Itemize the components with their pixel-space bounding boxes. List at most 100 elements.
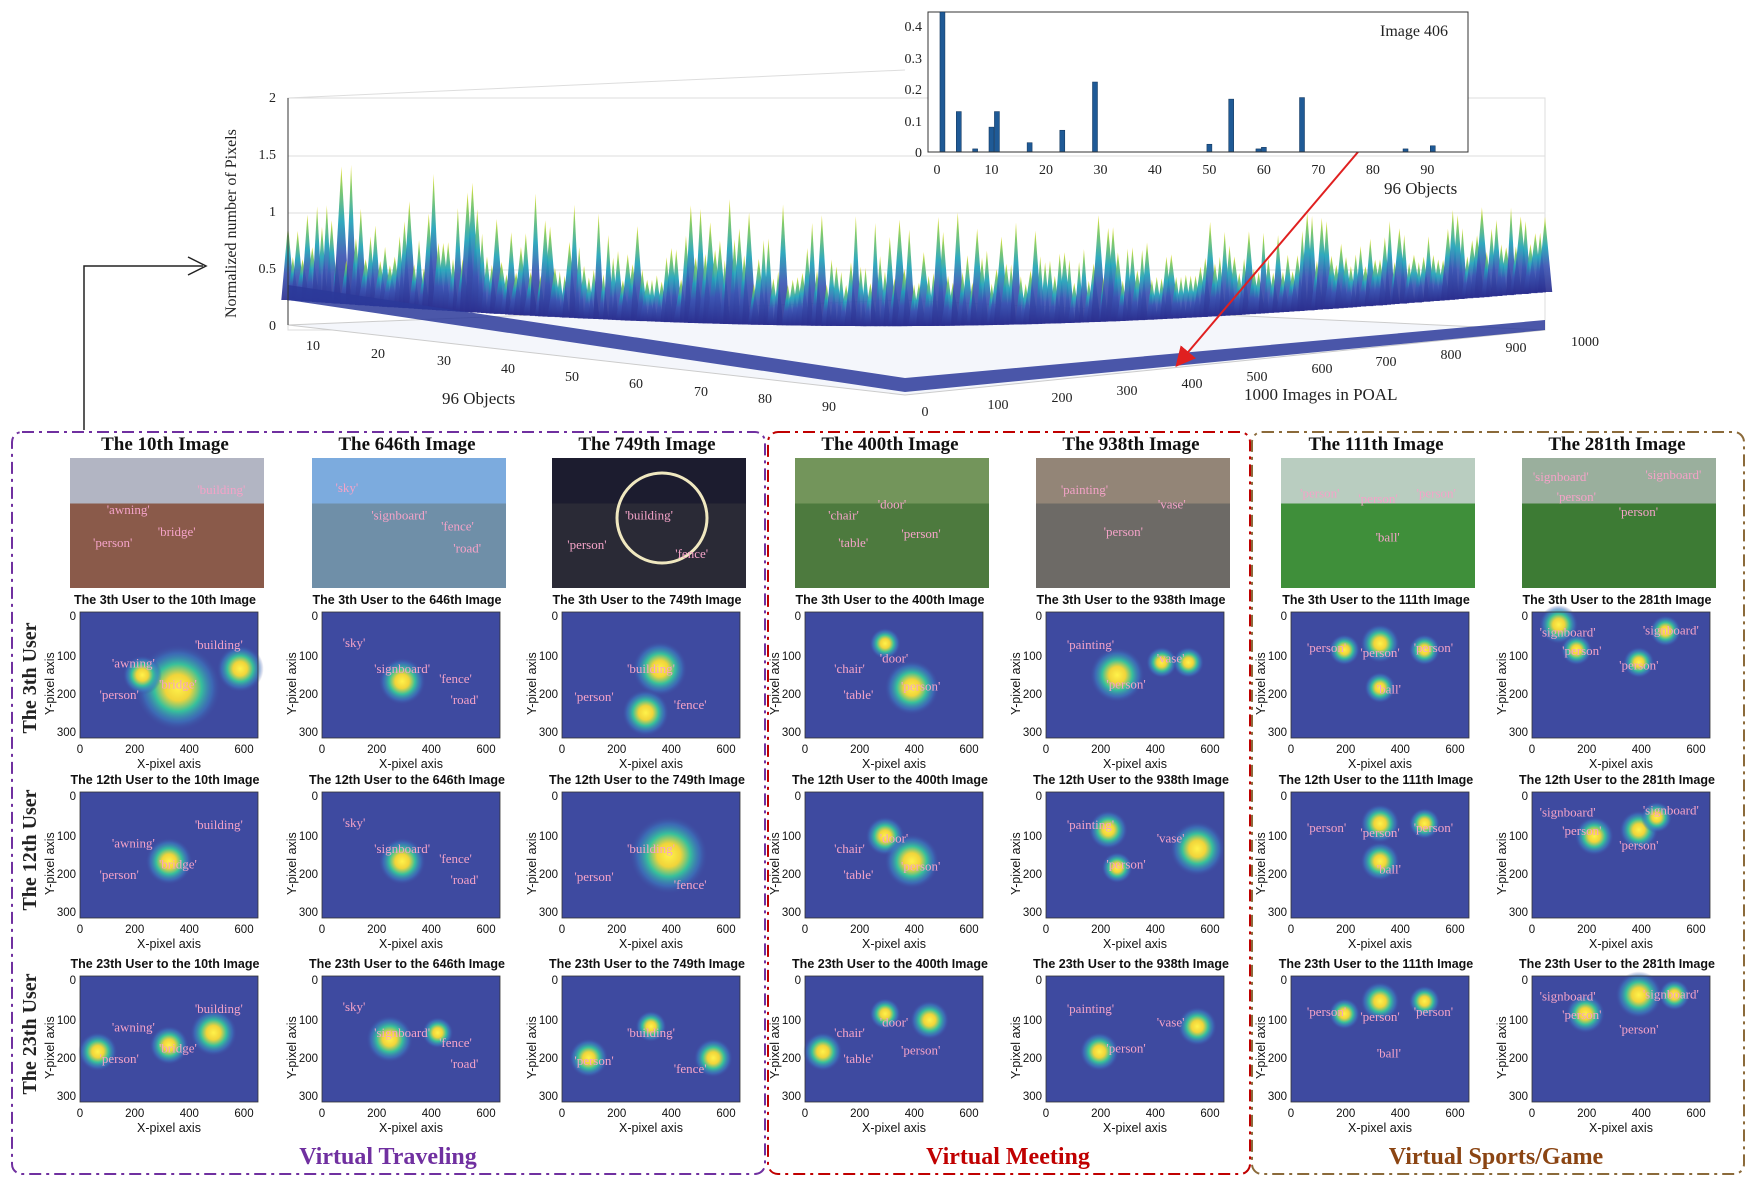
heatmap-object-label: 'person' [99,867,138,882]
heatmap-xlabel: X-pixel axis [619,757,683,771]
heatmap-ytick: 200 [57,1053,76,1065]
heatmap-xtick: 600 [1686,924,1705,936]
heatmap-grid: The 10th Image 'building' 'awning' 'bridge'… [43,434,1716,1135]
surface-plot: 0 0.5 1 1.5 2 Normalized number of Pixel… [223,69,1599,420]
heatmap-background [1532,792,1710,918]
heatmap-object-label: 'signboard' [1643,622,1699,637]
photo-object-label: 'door' [878,497,907,512]
heatmap-xlabel: X-pixel axis [1589,757,1653,771]
heatmap-ytick: 200 [1268,1053,1287,1065]
heatmap-xtick: 0 [1529,744,1535,756]
heatmap-object-label: 'vase' [1157,830,1185,845]
heatmap-object-label: 'table' [843,867,873,882]
heatmap-xlabel: X-pixel axis [1103,937,1167,951]
heatmap-ytick: 300 [299,727,318,739]
inset-x-ticks: 0 10 20 30 40 50 60 70 80 90 [934,163,1435,178]
heatmap-object-label: 'fence' [439,671,472,686]
heatmap-xtick: 600 [1445,744,1464,756]
surface-obj-ticks: 10 20 30 40 50 60 70 80 90 [306,339,836,415]
heatmap-object-label: 'fence' [439,1035,472,1050]
heatmap-ytick: 100 [539,651,558,663]
heatmap: The 3th User to the 400th Image 'chair' 'd… [768,593,985,771]
heatmap: The 12th User to the 938th Image 'paintin… [1009,773,1229,951]
heatmap-xtick: 400 [1632,1108,1651,1120]
column-title: The 111th Image [1308,434,1443,455]
heatmap-xtick: 600 [1686,1108,1705,1120]
heatmap-ytick: 0 [1036,791,1042,803]
attention-hotspot [122,655,162,695]
column-title: The 281th Image [1548,434,1685,455]
heatmap-ytick: 100 [1023,651,1042,663]
heatmap-ylabel: Y-pixel axis [43,652,57,715]
inset-xtick: 90 [1420,163,1434,178]
attention-hotspot [78,1032,118,1072]
heatmap-xtick: 600 [234,1108,253,1120]
heatmap-xtick: 400 [180,744,199,756]
heatmap-xlabel: X-pixel axis [137,937,201,951]
heatmap-ylabel: Y-pixel axis [285,652,299,715]
photo-object-label: 'person' [1619,504,1658,519]
heatmap-xtick: 0 [802,924,808,936]
heatmap: The 12th User to the 749th Image 'buildin… [525,773,745,951]
heatmap-ytick: 100 [782,1015,801,1027]
attention-hotspot [869,627,901,660]
inset-bar [1261,147,1267,153]
heatmap-ytick: 0 [552,611,558,623]
column-title: The 938th Image [1062,434,1199,455]
group-frame-traveling [11,431,766,1175]
heatmap-ytick: 300 [1268,1091,1287,1103]
photo-object-label: 'building' [197,482,245,497]
heatmap-xtick: 400 [905,1108,924,1120]
heatmap-ytick: 300 [299,1091,318,1103]
heatmap-ylabel: Y-pixel axis [1495,832,1509,895]
heatmap-xtick: 200 [125,924,144,936]
inset-bar [1430,145,1436,153]
column-title: The 646th Image [338,434,475,455]
heatmap-xtick: 400 [422,924,441,936]
attention-hotspot [910,1000,950,1040]
heatmap-ytick: 200 [539,689,558,701]
attention-hotspot [632,641,688,697]
inset-bar-chart: 0 0.1 0.2 0.3 0.4 0 10 20 30 40 50 60 70 80 90 Im… [905,11,1469,198]
heatmap-xtick: 200 [850,924,869,936]
photo-object-label: 'signboard' [1645,467,1701,482]
group-label-meeting: Virtual Meeting [926,1144,1090,1170]
heatmap-ylabel: Y-pixel axis [768,652,782,715]
heatmap-ytick: 0 [1522,975,1528,987]
heatmap-object-label: 'chair' [834,1025,865,1040]
surface-obj-tick: 10 [306,339,320,354]
heatmap-xlabel: X-pixel axis [619,1121,683,1135]
heatmap-title: The 23th User to the 400th Image [792,957,988,971]
inset-xtick: 20 [1039,163,1053,178]
heatmap-xlabel: X-pixel axis [1348,937,1412,951]
heatmap-ytick: 200 [1509,869,1528,881]
heatmap-ytick: 0 [1281,791,1287,803]
inset-ytick: 0 [915,146,922,161]
heatmap-ytick: 200 [299,689,318,701]
group-frames [11,431,1745,1175]
heatmap-xtick: 400 [1146,744,1165,756]
heatmap-ytick: 0 [795,791,801,803]
heatmap-ytick: 200 [1023,1053,1042,1065]
heatmap-xtick: 600 [476,744,495,756]
attention-hotspot [1640,801,1673,833]
surface-img-tick: 300 [1117,384,1138,399]
heatmap-xlabel: X-pixel axis [1103,1121,1167,1135]
heatmap-ytick: 100 [1509,651,1528,663]
heatmap-ytick: 0 [552,791,558,803]
attention-hotspot [1360,803,1400,844]
heatmap-object-label: 'person' [1307,640,1346,655]
heatmap-xtick: 0 [1288,924,1294,936]
heatmap-object-label: 'person' [1562,823,1601,838]
heatmap-title: The 23th User to the 938th Image [1033,957,1229,971]
heatmap-object-label: 'vase' [1157,1014,1185,1029]
heatmap-xtick: 600 [476,1108,495,1120]
heatmap-object-label: 'person' [1414,1004,1453,1019]
surface-z-ticks: 0 0.5 1 1.5 2 [259,91,277,334]
surface-img-tick: 600 [1312,362,1333,377]
photo-object-label: 'road' [453,541,481,556]
attention-hotspot [378,837,426,885]
surface-ytick: 0.5 [259,262,277,277]
surface-obj-tick: 40 [501,362,515,377]
heatmap-ytick: 100 [1509,831,1528,843]
